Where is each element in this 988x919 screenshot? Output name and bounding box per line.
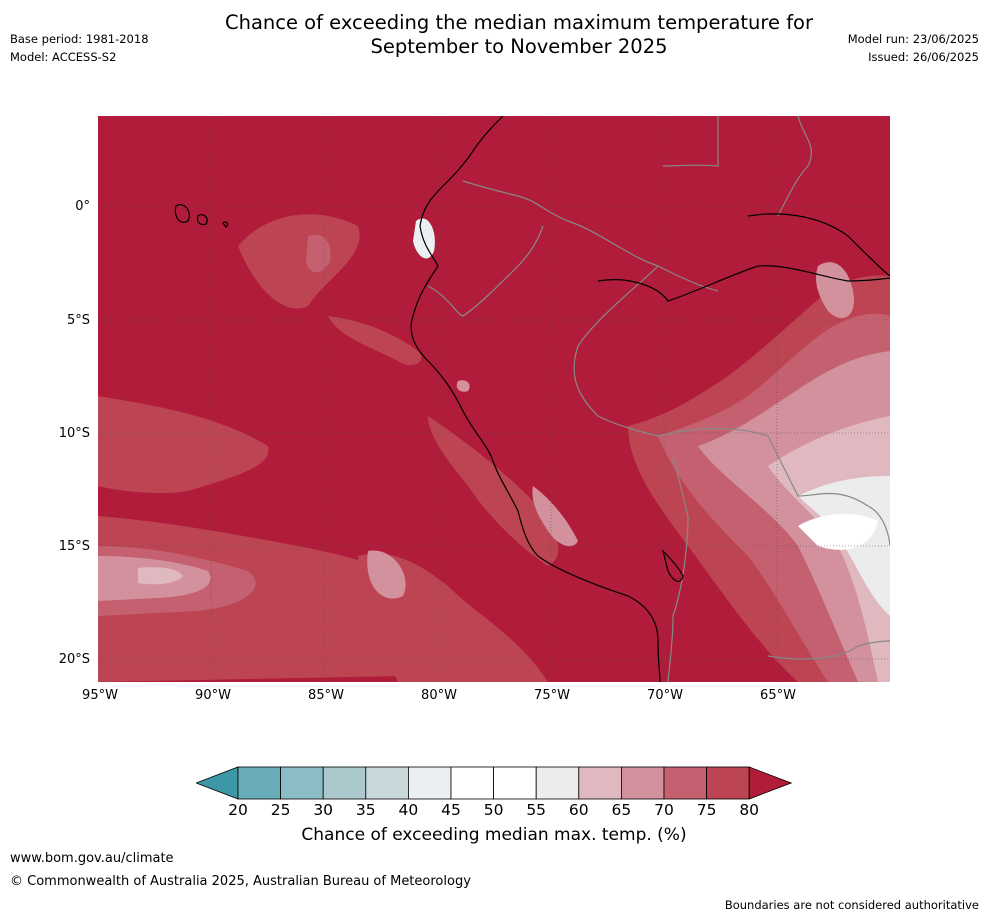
colorbar-tick-label: 30: [313, 801, 334, 819]
contour-70-inland-west: [532, 486, 578, 547]
contour-75-west-band: [98, 396, 269, 494]
lon-label-95w: 95°W: [82, 688, 118, 703]
title-line-1: Chance of exceeding the median maximum t…: [224, 11, 814, 34]
lon-label-80w: 80°W: [421, 688, 457, 703]
lon-label-90w: 90°W: [195, 688, 231, 703]
title-line-2: September to November 2025: [370, 35, 668, 58]
boundary-bolivia-brazil: [657, 427, 890, 547]
colorbar-cell: [365, 766, 409, 800]
meta-left: Base period: 1981-2018 Model: ACCESS-S2: [10, 30, 149, 66]
colorbar-cell: [237, 766, 281, 800]
meta-right: Model run: 23/06/2025 Issued: 26/06/2025: [848, 30, 979, 66]
boundary-peru-brazil: [573, 265, 659, 437]
colorbar-cell: [322, 766, 367, 800]
footer-url[interactable]: www.bom.gov.au/climate: [10, 851, 174, 866]
probability-contours: [98, 214, 890, 682]
colorbar-cell: [450, 766, 494, 800]
coast-galapagos-2: [196, 214, 208, 226]
contour-70-north: [306, 234, 331, 273]
contour-75-inland-west: [428, 416, 559, 566]
model-run: Model run: 23/06/2025: [847, 32, 979, 46]
lat-label-10s: 10°S: [58, 426, 90, 441]
colorbar-cell: [280, 766, 324, 800]
colorbar-tick-label: 80: [739, 801, 760, 819]
colorbar-cell: [706, 766, 750, 800]
coast-galapagos-3: [222, 221, 229, 228]
contour-70-south-coast: [367, 550, 406, 599]
colorbar-tick-label: 75: [696, 801, 717, 819]
boundary-northeast: [777, 116, 812, 217]
lat-label-15s: 15°S: [58, 539, 90, 554]
lat-label-5s: 5°S: [66, 313, 90, 328]
country-boundaries: [427, 116, 890, 682]
contour-coastal-ecuador: [413, 218, 435, 259]
colorbar-tick-label: 55: [526, 801, 547, 819]
colorbar-cell: [493, 766, 537, 800]
boundary-colombia-ecuador: [462, 180, 719, 292]
coast-titicaca: [661, 549, 684, 583]
base-period: Base period: 1981-2018: [10, 32, 149, 46]
colorbar-tick-label: 70: [654, 801, 674, 819]
colorbar-arrow-low: [196, 766, 239, 800]
colorbar-tick-label: 35: [355, 801, 376, 819]
boundary-ecuador-peru: [427, 225, 544, 317]
model-name: Model: ACCESS-S2: [10, 50, 117, 64]
colorbar-label: Chance of exceeding median max. temp. (%…: [301, 825, 687, 845]
colorbar-cell: [535, 766, 580, 800]
coast-galapagos-1: [174, 204, 190, 223]
footer-copyright: © Commonwealth of Australia 2025, Austra…: [10, 874, 471, 889]
colorbar-cell: [663, 766, 707, 800]
contour-50-east-core: [798, 514, 878, 550]
map-title: Chance of exceeding the median maximum t…: [0, 11, 988, 59]
colorbar-tick-label: 25: [270, 801, 291, 819]
coast-pacific: [410, 116, 661, 682]
lat-label-20s: 20°S: [58, 652, 90, 667]
colorbar-tick-label: 45: [441, 801, 461, 819]
lat-label-0: 0°: [75, 199, 90, 214]
coast-northeast-river: [747, 213, 890, 277]
lon-label-65w: 65°W: [760, 688, 796, 703]
lon-label-85w: 85°W: [308, 688, 344, 703]
map-canvas: [98, 116, 890, 682]
colorbar: [196, 766, 792, 800]
contour-60-southwest-core: [138, 567, 183, 585]
colorbar-cell: [620, 766, 665, 800]
coast-amazon-river: [597, 265, 890, 302]
contour-55-east: [798, 476, 890, 616]
colorbar-tick-label: 65: [611, 801, 632, 819]
boundary-peru-bolivia: [667, 455, 689, 682]
colorbar-cell: [578, 766, 622, 800]
colorbar-cell: [407, 766, 452, 800]
lon-label-75w: 75°W: [534, 688, 570, 703]
boundary-brazil-north: [662, 116, 719, 167]
colorbar-tick-label: 50: [483, 801, 504, 819]
footer-note: Boundaries are not considered authoritat…: [724, 898, 979, 912]
coastlines: [174, 116, 890, 682]
lon-label-70w: 70°W: [647, 688, 683, 703]
colorbar-tick-label: 20: [228, 801, 248, 819]
contour-75-north: [238, 214, 360, 309]
issued-date: Issued: 26/06/2025: [868, 50, 979, 64]
colorbar-arrow-high: [748, 766, 792, 800]
colorbar-tick-label: 40: [398, 801, 419, 819]
map-panel[interactable]: [98, 116, 890, 682]
contour-75-coast-band: [328, 316, 422, 366]
colorbar-tick-label: 60: [568, 801, 589, 819]
contour-inland-patch: [456, 380, 470, 392]
boundary-bolivia-south: [767, 640, 890, 660]
